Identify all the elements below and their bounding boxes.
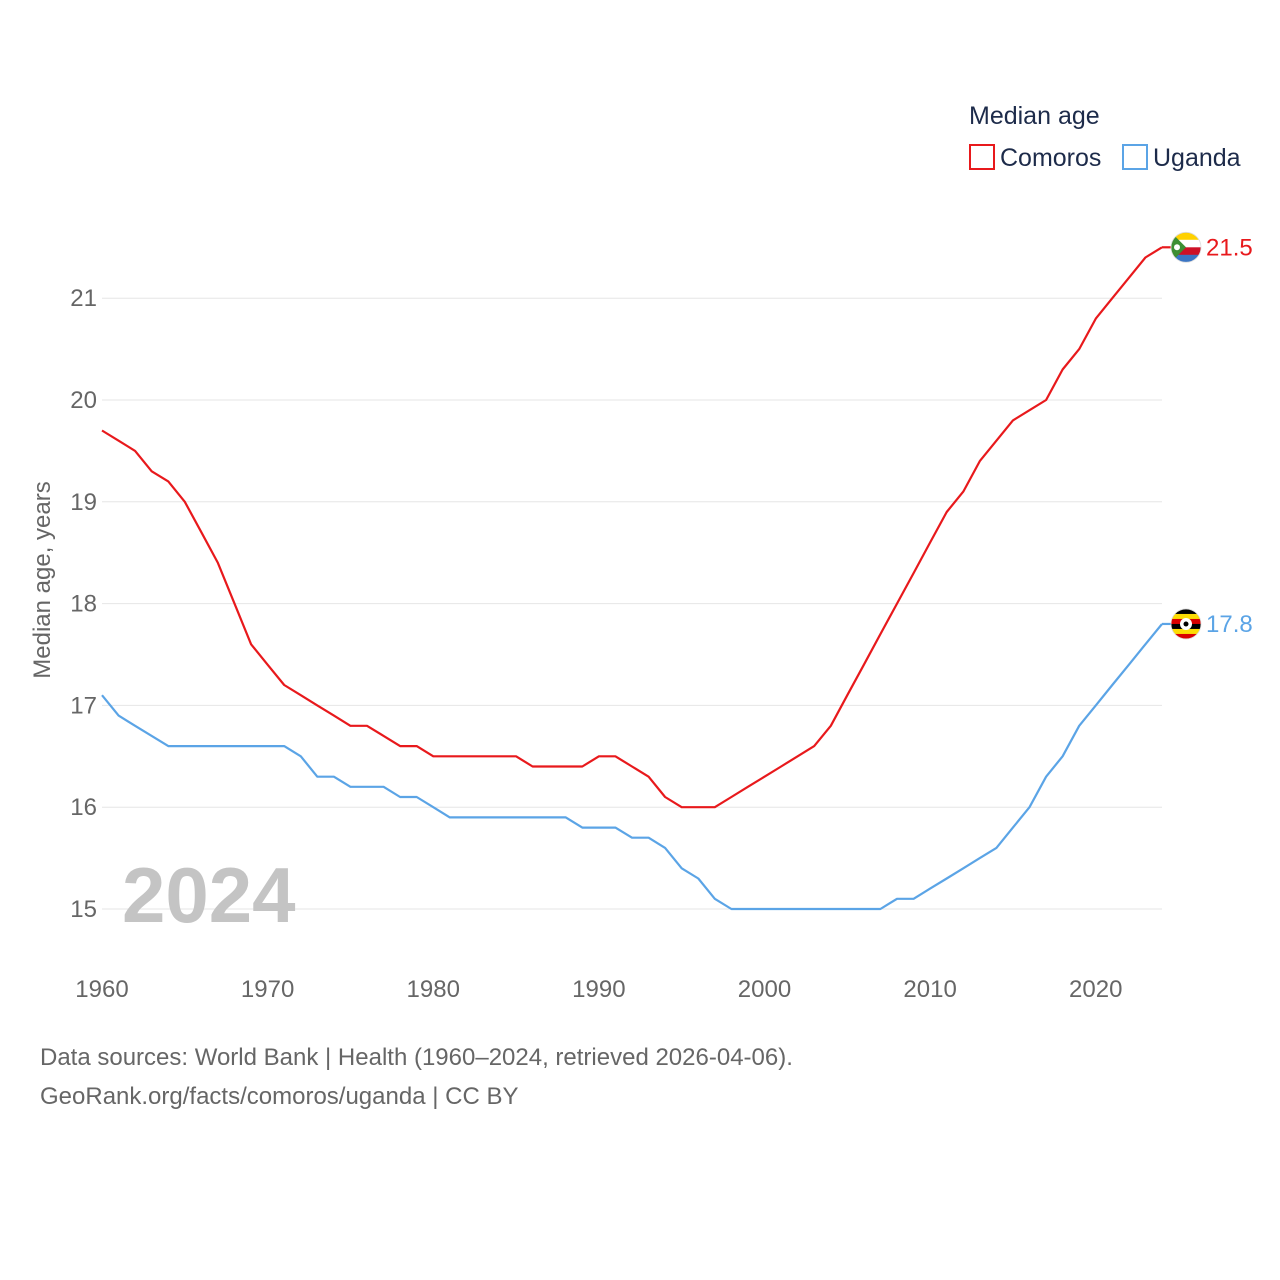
comoros-flag-icon <box>1170 231 1202 263</box>
attribution-link[interactable]: GeoRank.org/facts/comoros/uganda | CC BY <box>40 1083 519 1110</box>
x-tick-label: 1990 <box>572 976 625 1003</box>
legend: Median age Comoros Uganda <box>969 102 1241 172</box>
series-lines <box>101 246 1163 911</box>
y-tick-label: 21 <box>70 285 97 312</box>
gridlines <box>102 297 1162 910</box>
x-tick-label: 2010 <box>903 976 956 1003</box>
x-axis-ticks: 1960 1970 1980 1990 2000 2010 2020 <box>75 976 1122 1003</box>
y-axis-title: Median age, years <box>29 481 56 678</box>
uganda-flag-icon <box>1170 608 1202 640</box>
series-line-comoros[interactable] <box>101 246 1163 809</box>
y-tick-label: 18 <box>70 591 97 618</box>
y-axis-ticks: 15 16 17 18 19 20 21 <box>70 285 97 923</box>
series-end-label-comoros: 21.5 <box>1206 234 1253 261</box>
legend-label-comoros[interactable]: Comoros <box>1000 144 1101 172</box>
x-tick-label: 1960 <box>75 976 128 1003</box>
x-tick-label: 1970 <box>241 976 294 1003</box>
series-end-label-uganda: 17.8 <box>1206 611 1253 638</box>
legend-title: Median age <box>969 102 1100 130</box>
series-line-uganda[interactable] <box>101 623 1163 911</box>
y-tick-label: 17 <box>70 692 97 719</box>
current-year-watermark: 2024 <box>122 851 296 939</box>
x-tick-label: 2000 <box>738 976 791 1003</box>
legend-label-uganda[interactable]: Uganda <box>1153 144 1241 172</box>
legend-swatch-uganda[interactable] <box>1122 144 1148 170</box>
series-end-markers: 21.5 17.8 <box>1162 231 1253 640</box>
data-source-note: Data sources: World Bank | Health (1960–… <box>40 1044 793 1071</box>
y-tick-label: 20 <box>70 387 97 414</box>
legend-swatch-comoros[interactable] <box>969 144 995 170</box>
x-tick-label: 2020 <box>1069 976 1122 1003</box>
y-tick-label: 16 <box>70 794 97 821</box>
x-tick-label: 1980 <box>407 976 460 1003</box>
y-tick-label: 15 <box>70 896 97 923</box>
y-tick-label: 19 <box>70 489 97 516</box>
